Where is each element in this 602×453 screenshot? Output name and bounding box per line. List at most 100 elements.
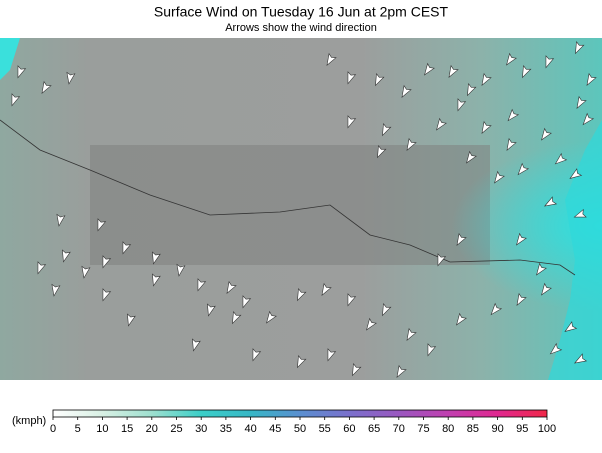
wind-arrow — [176, 263, 186, 277]
wind-arrow — [582, 112, 595, 126]
wind-arrow — [51, 283, 61, 297]
wind-arrow — [436, 117, 447, 131]
wind-arrow — [321, 282, 332, 296]
wind-arrow — [17, 65, 27, 79]
wind-arrow — [575, 41, 585, 55]
wind-arrow — [490, 302, 503, 316]
wind-arrow — [37, 261, 47, 275]
wind-arrow — [207, 303, 216, 317]
scale-tick-label: 55 — [319, 423, 331, 435]
wind-arrow — [569, 168, 583, 179]
wind-arrow — [297, 355, 307, 369]
wind-arrow — [481, 120, 492, 134]
wind-arrow — [516, 232, 527, 246]
scale-tick-label: 75 — [417, 423, 429, 435]
wind-arrow — [456, 312, 467, 326]
border — [0, 119, 576, 276]
wind-arrow — [545, 55, 555, 69]
wind-arrow — [382, 303, 392, 317]
wind-arrow — [457, 98, 467, 112]
wind-arrow — [544, 196, 558, 207]
wind-arrow — [347, 71, 357, 85]
wind-arrow — [197, 278, 207, 292]
wind-arrow — [56, 213, 66, 227]
scale-tick-label: 5 — [75, 423, 81, 435]
wind-arrow — [574, 353, 588, 364]
wind-arrow — [127, 313, 136, 327]
wind-arrow — [347, 115, 357, 129]
wind-arrow — [406, 137, 417, 151]
scale-tick-label: 70 — [393, 423, 405, 435]
scale-tick-label: 45 — [269, 423, 281, 435]
coast-sea — [548, 120, 602, 380]
wind-arrow — [382, 123, 392, 137]
wind-arrow — [266, 310, 277, 324]
wind-arrow — [522, 65, 532, 79]
legend-unit: (kmph) — [12, 415, 46, 427]
scale-tick-label: 85 — [467, 423, 479, 435]
scale-tick-label: 10 — [96, 423, 108, 435]
wind-arrow — [541, 282, 552, 296]
wind-arrow — [347, 293, 357, 307]
wind-arrow — [352, 363, 362, 377]
wind-arrow — [424, 62, 435, 76]
wind-arrow — [152, 273, 161, 287]
map-title: Surface Wind on Tuesday 16 Jun at 2pm CE… — [154, 4, 449, 20]
scale-tick-label: 30 — [195, 423, 207, 435]
wind-arrow — [401, 84, 412, 98]
scale-tick-label: 90 — [491, 423, 503, 435]
wind-arrow — [481, 72, 492, 86]
wind-arrow — [427, 343, 437, 357]
wind-arrow — [81, 265, 91, 279]
wind-arrow — [152, 251, 161, 265]
scale-tick-label: 95 — [516, 423, 528, 435]
wind-arrow — [564, 321, 578, 332]
color-scale — [52, 409, 548, 418]
wind-arrow — [516, 292, 527, 306]
wind-arrow — [541, 127, 552, 141]
wind-arrow — [66, 71, 76, 85]
wind-arrow — [122, 241, 132, 255]
wind-arrows — [11, 41, 597, 378]
scale-tick-label: 65 — [368, 423, 380, 435]
wind-arrow — [494, 170, 505, 184]
wind-arrow — [507, 108, 520, 122]
wind-arrow — [192, 338, 201, 352]
scale-tick-label: 40 — [244, 423, 256, 435]
wind-arrow — [366, 317, 377, 331]
scale-tick-label: 0 — [50, 423, 56, 435]
wind-arrow — [517, 162, 530, 176]
wind-arrow — [554, 152, 568, 165]
wind-arrow — [326, 52, 337, 66]
wind-arrow — [467, 83, 477, 97]
wind-arrow — [396, 364, 407, 378]
scale-tick-label: 35 — [220, 423, 232, 435]
wind-arrow — [586, 72, 597, 86]
wind-arrow — [327, 348, 337, 362]
scale-tick-label: 15 — [121, 423, 133, 435]
scale-tick-label: 100 — [538, 423, 556, 435]
map-subtitle: Arrows show the wind direction — [225, 22, 377, 34]
wind-arrow — [11, 93, 21, 107]
wind-arrow — [377, 145, 387, 159]
scale-tick-label: 80 — [442, 423, 454, 435]
wind-arrow — [466, 150, 477, 164]
wind-arrow — [62, 249, 71, 263]
wind-arrow — [297, 288, 307, 302]
scale-tick-label: 60 — [343, 423, 355, 435]
scale-ticks: 0 5 10 15 20 25 30 35 40 45 50 55 60 65 70 75 80 85 90 95 10… — [50, 417, 556, 435]
wind-arrow — [226, 280, 237, 294]
wind-arrow — [97, 218, 107, 232]
wind-arrow — [448, 64, 459, 78]
wind-arrow — [536, 262, 547, 276]
wind-arrow — [506, 52, 517, 66]
wind-arrow — [437, 253, 447, 267]
scale-tick-label: 25 — [170, 423, 182, 435]
scale-tick-label: 20 — [146, 423, 158, 435]
wind-arrow — [102, 255, 112, 269]
wind-arrow — [41, 80, 52, 94]
wind-arrow — [506, 137, 517, 151]
scale-tick-label: 50 — [294, 423, 306, 435]
